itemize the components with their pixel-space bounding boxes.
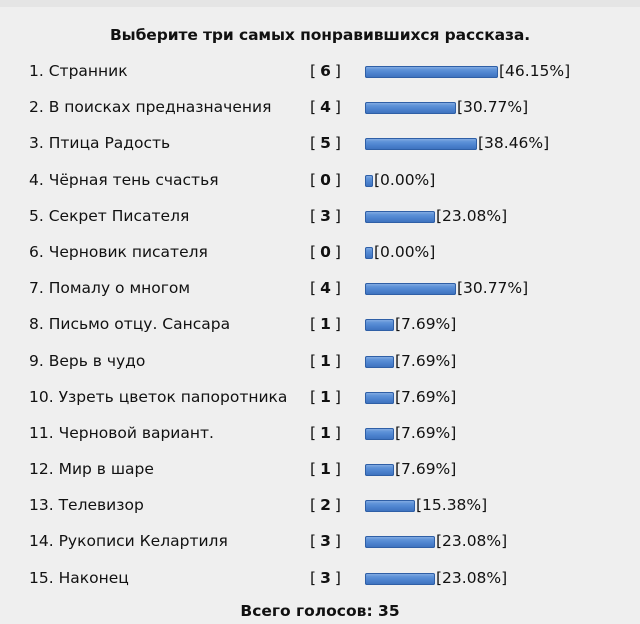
option-label: 5. Секрет Писателя bbox=[29, 206, 190, 225]
vote-count: [2] bbox=[310, 496, 341, 515]
result-bar bbox=[365, 355, 394, 368]
option-label: 14. Рукописи Келартиля bbox=[29, 532, 228, 551]
result-row: 4. Чёрная тень счастья [0] [0.00%] bbox=[0, 169, 640, 205]
vote-count: [0] bbox=[310, 242, 341, 261]
vote-count: [4] bbox=[310, 279, 341, 298]
vote-count: [5] bbox=[310, 134, 341, 153]
result-row: 6. Черновик писателя [0] [0.00%] bbox=[0, 241, 640, 277]
result-row: 10. Узреть цветок папоротника [1] [7.69%… bbox=[0, 386, 640, 422]
option-label: 4. Чёрная тень счастья bbox=[29, 170, 219, 189]
result-bar bbox=[365, 210, 435, 223]
result-bar bbox=[365, 138, 477, 151]
percent-label: [23.08%] bbox=[436, 206, 508, 225]
result-row: 13. Телевизор [2] [15.38%] bbox=[0, 494, 640, 530]
option-label: 7. Помалу о многом bbox=[29, 279, 191, 298]
option-label: 1. Странник bbox=[29, 62, 128, 80]
option-label: 15. Наконец bbox=[29, 568, 129, 587]
percent-label: [7.69%] bbox=[395, 387, 457, 406]
result-bar bbox=[365, 464, 394, 477]
option-label: 13. Телевизор bbox=[29, 496, 144, 515]
result-bar bbox=[365, 174, 373, 187]
option-label: 12. Мир в шаре bbox=[29, 460, 154, 479]
vote-count: [1] bbox=[310, 423, 341, 442]
result-row: 8. Письмо отцу. Сансара [1] [7.69%] bbox=[0, 313, 640, 349]
percent-label: [23.08%] bbox=[436, 532, 508, 551]
poll-title: Выберите три самых понравившихся рассказ… bbox=[109, 26, 531, 44]
percent-label: [7.69%] bbox=[395, 315, 457, 334]
result-row: 1. Странник [6] [46.15%] bbox=[0, 60, 640, 96]
vote-count: [3] bbox=[310, 568, 341, 587]
result-row: 5. Секрет Писателя [3] [23.08%] bbox=[0, 205, 640, 241]
percent-label: [30.77%] bbox=[457, 98, 529, 117]
result-row: 2. В поисках предназначения [4] [30.77%] bbox=[0, 96, 640, 132]
percent-label: [0.00%] bbox=[374, 242, 436, 261]
vote-count: [3] bbox=[310, 532, 341, 551]
percent-label: [7.69%] bbox=[395, 423, 457, 442]
vote-count: [6] bbox=[310, 62, 341, 80]
percent-label: [46.15%] bbox=[499, 62, 571, 80]
result-bar bbox=[365, 427, 394, 440]
percent-label: [23.08%] bbox=[436, 568, 508, 587]
option-label: 3. Птица Радость bbox=[29, 134, 171, 153]
vote-count: [1] bbox=[310, 387, 341, 406]
percent-label: [30.77%] bbox=[457, 279, 529, 298]
result-bar bbox=[365, 500, 415, 513]
option-label: 11. Черновой вариант. bbox=[29, 423, 214, 442]
result-row: 12. Мир в шаре [1] [7.69%] bbox=[0, 458, 640, 494]
result-bar bbox=[365, 66, 498, 78]
result-row: 3. Птица Радость [5] [38.46%] bbox=[0, 132, 640, 168]
vote-count: [3] bbox=[310, 206, 341, 225]
percent-label: [7.69%] bbox=[395, 460, 457, 479]
vote-count: [4] bbox=[310, 98, 341, 117]
result-bar bbox=[365, 536, 435, 549]
option-label: 9. Верь в чудо bbox=[29, 351, 146, 370]
vote-count: [0] bbox=[310, 170, 341, 189]
result-bar bbox=[365, 283, 456, 296]
option-label: 6. Черновик писателя bbox=[29, 242, 208, 261]
result-row: 14. Рукописи Келартиля [3] [23.08%] bbox=[0, 530, 640, 566]
result-row: 7. Помалу о многом [4] [30.77%] bbox=[0, 277, 640, 313]
vote-count: [1] bbox=[310, 315, 341, 334]
option-label: 10. Узреть цветок папоротника bbox=[29, 387, 288, 406]
result-bar bbox=[365, 391, 394, 404]
percent-label: [0.00%] bbox=[374, 170, 436, 189]
total-votes: Всего голосов: 35 bbox=[240, 602, 400, 620]
vote-count: [1] bbox=[310, 351, 341, 370]
result-bar bbox=[365, 319, 394, 332]
result-bar bbox=[365, 246, 373, 259]
option-label: 2. В поисках предназначения bbox=[29, 98, 272, 117]
percent-label: [38.46%] bbox=[478, 134, 550, 153]
percent-label: [15.38%] bbox=[416, 496, 488, 515]
percent-label: [7.69%] bbox=[395, 351, 457, 370]
vote-count: [1] bbox=[310, 460, 341, 479]
poll-results: 1. Странник [6] [46.15%] 2. В поисках пр… bbox=[0, 60, 640, 603]
result-row: 15. Наконец [3] [23.08%] bbox=[0, 567, 640, 603]
option-label: 8. Письмо отцу. Сансара bbox=[29, 315, 231, 334]
result-bar bbox=[365, 572, 435, 585]
result-row: 11. Черновой вариант. [1] [7.69%] bbox=[0, 422, 640, 458]
result-row: 9. Верь в чудо [1] [7.69%] bbox=[0, 350, 640, 386]
result-bar bbox=[365, 102, 456, 115]
top-strip bbox=[0, 0, 640, 7]
